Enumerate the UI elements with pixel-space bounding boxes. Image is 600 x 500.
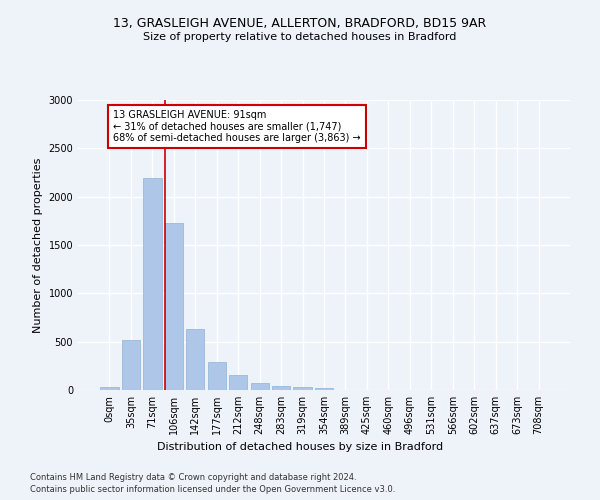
- Y-axis label: Number of detached properties: Number of detached properties: [33, 158, 43, 332]
- Bar: [251, 383, 269, 390]
- Bar: [165, 223, 183, 390]
- Text: Size of property relative to detached houses in Bradford: Size of property relative to detached ho…: [143, 32, 457, 42]
- Bar: [208, 362, 226, 390]
- Text: Distribution of detached houses by size in Bradford: Distribution of detached houses by size …: [157, 442, 443, 452]
- Bar: [229, 375, 247, 390]
- Bar: [315, 388, 333, 390]
- Bar: [293, 387, 311, 390]
- Text: 13 GRASLEIGH AVENUE: 91sqm
← 31% of detached houses are smaller (1,747)
68% of s: 13 GRASLEIGH AVENUE: 91sqm ← 31% of deta…: [113, 110, 361, 143]
- Text: Contains HM Land Registry data © Crown copyright and database right 2024.: Contains HM Land Registry data © Crown c…: [30, 472, 356, 482]
- Bar: [186, 328, 205, 390]
- Text: 13, GRASLEIGH AVENUE, ALLERTON, BRADFORD, BD15 9AR: 13, GRASLEIGH AVENUE, ALLERTON, BRADFORD…: [113, 18, 487, 30]
- Text: Contains public sector information licensed under the Open Government Licence v3: Contains public sector information licen…: [30, 485, 395, 494]
- Bar: [122, 340, 140, 390]
- Bar: [143, 178, 161, 390]
- Bar: [100, 387, 119, 390]
- Bar: [272, 386, 290, 390]
